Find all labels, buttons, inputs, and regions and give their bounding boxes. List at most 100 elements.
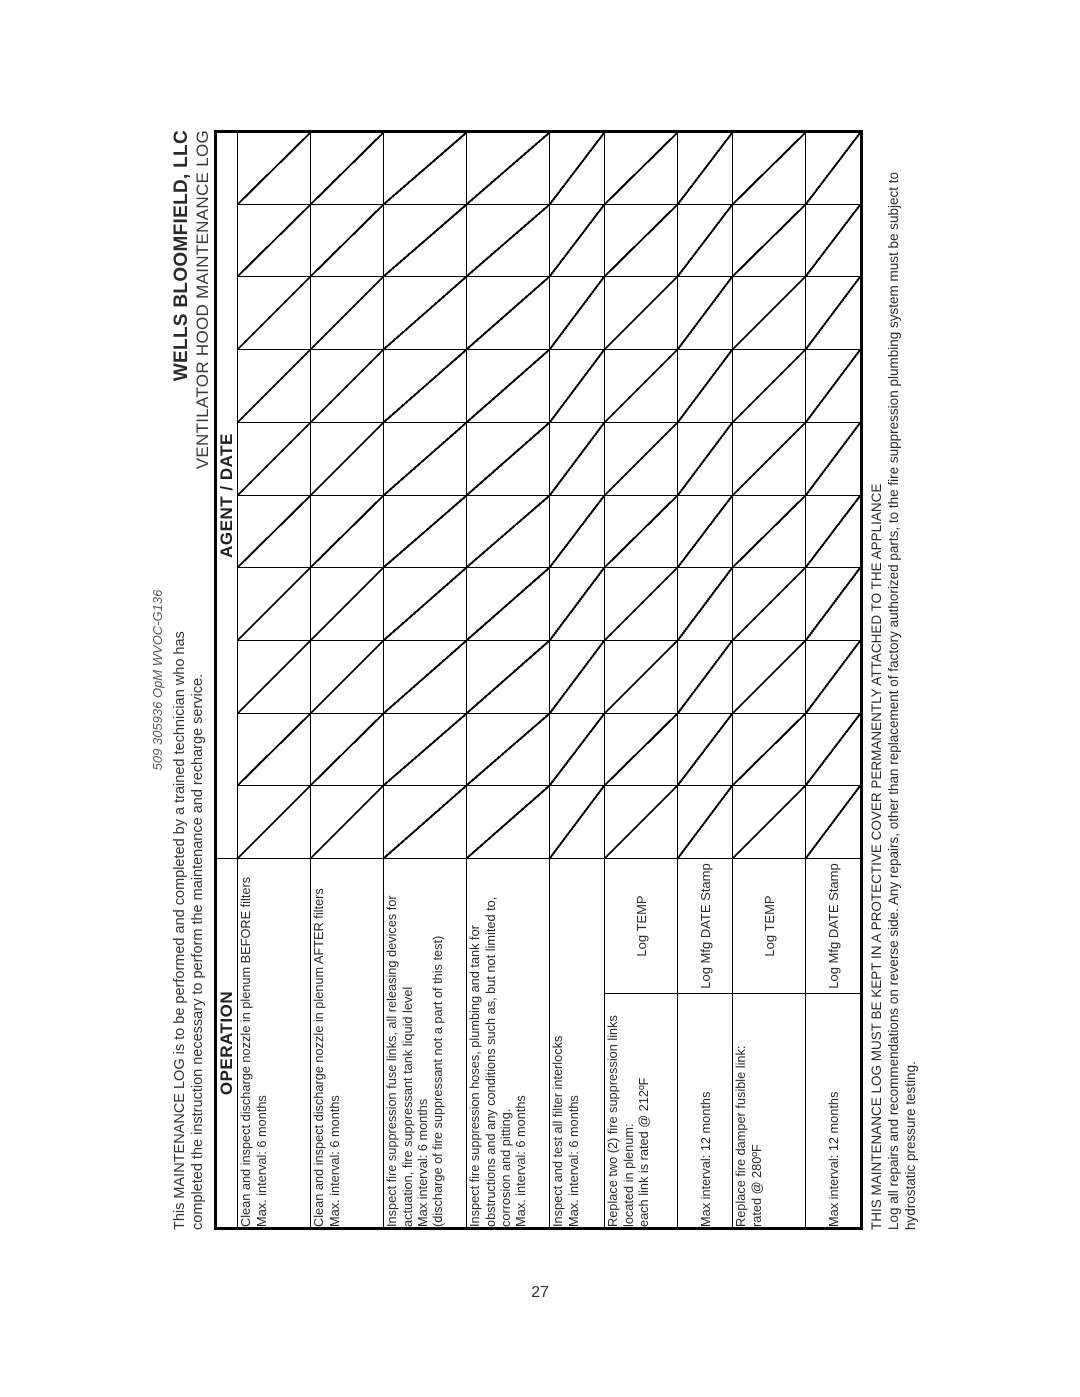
operation-cell: Replace two (2) fire suppression links l…: [605, 994, 678, 1229]
log-cell[interactable]: [467, 350, 550, 423]
log-cell[interactable]: [384, 568, 467, 641]
table-row: Inspect fire suppression hoses, plumbing…: [467, 132, 550, 1229]
log-cell[interactable]: [550, 640, 605, 713]
log-cell[interactable]: [806, 568, 862, 641]
log-cell[interactable]: [733, 495, 806, 568]
log-cell[interactable]: [384, 132, 467, 205]
log-cell[interactable]: [806, 495, 862, 568]
log-cell[interactable]: [238, 640, 311, 713]
log-cell[interactable]: [605, 422, 678, 495]
log-cell[interactable]: [806, 422, 862, 495]
log-cell[interactable]: [733, 568, 806, 641]
log-cell[interactable]: [605, 495, 678, 568]
log-cell[interactable]: [806, 350, 862, 423]
log-cell[interactable]: [467, 640, 550, 713]
log-cell[interactable]: [467, 568, 550, 641]
log-cell[interactable]: [733, 640, 806, 713]
log-cell[interactable]: [733, 422, 806, 495]
log-cell[interactable]: [467, 204, 550, 277]
log-cell[interactable]: [678, 422, 733, 495]
log-cell[interactable]: [384, 495, 467, 568]
log-cell[interactable]: [605, 786, 678, 859]
log-cell[interactable]: [238, 422, 311, 495]
log-cell[interactable]: [550, 713, 605, 786]
log-cell[interactable]: [311, 350, 384, 423]
log-cell[interactable]: [678, 568, 733, 641]
log-cell[interactable]: [806, 640, 862, 713]
log-cell[interactable]: [550, 350, 605, 423]
log-cell[interactable]: [605, 713, 678, 786]
log-cell[interactable]: [550, 786, 605, 859]
log-cell[interactable]: [384, 640, 467, 713]
log-cell[interactable]: [238, 713, 311, 786]
log-cell[interactable]: [238, 132, 311, 205]
intro-line-2: completed the instruction necessary to p…: [190, 674, 206, 1230]
log-cell[interactable]: [384, 422, 467, 495]
log-cell[interactable]: [550, 495, 605, 568]
log-cell[interactable]: [605, 640, 678, 713]
log-cell[interactable]: [311, 204, 384, 277]
log-cell[interactable]: [733, 786, 806, 859]
operation-cell: Inspect fire suppression hoses, plumbing…: [467, 859, 550, 1229]
log-cell[interactable]: [384, 277, 467, 350]
log-cell[interactable]: [678, 713, 733, 786]
log-cell[interactable]: [733, 350, 806, 423]
table-row: Inspect and test all filter interlocks M…: [550, 132, 605, 1229]
log-cell[interactable]: [605, 132, 678, 205]
log-cell[interactable]: [605, 204, 678, 277]
log-cell[interactable]: [311, 568, 384, 641]
log-cell[interactable]: [238, 204, 311, 277]
log-cell[interactable]: [550, 132, 605, 205]
log-cell[interactable]: [550, 277, 605, 350]
document-code: 509 305936 OpM WVOC-G136: [150, 130, 165, 1230]
log-cell[interactable]: [678, 277, 733, 350]
log-cell[interactable]: [384, 204, 467, 277]
page-number: 27: [0, 1284, 1080, 1302]
log-cell[interactable]: [678, 204, 733, 277]
operation-subcell: Log TEMP: [605, 859, 678, 994]
log-cell[interactable]: [384, 786, 467, 859]
log-cell[interactable]: [678, 132, 733, 205]
log-cell[interactable]: [550, 422, 605, 495]
log-cell[interactable]: [678, 350, 733, 423]
log-cell[interactable]: [467, 422, 550, 495]
log-cell[interactable]: [238, 786, 311, 859]
log-cell[interactable]: [733, 204, 806, 277]
log-cell[interactable]: [467, 786, 550, 859]
log-cell[interactable]: [238, 277, 311, 350]
table-row: Clean and inspect discharge nozzle in pl…: [311, 132, 384, 1229]
log-cell[interactable]: [550, 568, 605, 641]
log-cell[interactable]: [311, 786, 384, 859]
log-cell[interactable]: [467, 713, 550, 786]
log-cell[interactable]: [678, 495, 733, 568]
log-cell[interactable]: [806, 132, 862, 205]
log-subtitle: VENTILATOR HOOD MAINTENANCE LOG: [193, 130, 213, 469]
log-cell[interactable]: [311, 132, 384, 205]
log-cell[interactable]: [806, 204, 862, 277]
log-cell[interactable]: [238, 568, 311, 641]
log-cell[interactable]: [384, 713, 467, 786]
log-cell[interactable]: [238, 350, 311, 423]
log-cell[interactable]: [733, 132, 806, 205]
log-cell[interactable]: [311, 277, 384, 350]
log-cell[interactable]: [311, 713, 384, 786]
log-cell[interactable]: [806, 277, 862, 350]
log-cell[interactable]: [311, 495, 384, 568]
log-cell[interactable]: [238, 495, 311, 568]
log-cell[interactable]: [806, 713, 862, 786]
log-cell[interactable]: [605, 350, 678, 423]
log-cell[interactable]: [678, 640, 733, 713]
log-cell[interactable]: [550, 204, 605, 277]
log-cell[interactable]: [467, 277, 550, 350]
log-cell[interactable]: [384, 350, 467, 423]
log-cell[interactable]: [467, 132, 550, 205]
log-cell[interactable]: [311, 422, 384, 495]
log-cell[interactable]: [806, 786, 862, 859]
log-cell[interactable]: [678, 786, 733, 859]
log-cell[interactable]: [467, 495, 550, 568]
log-cell[interactable]: [605, 277, 678, 350]
log-cell[interactable]: [733, 713, 806, 786]
log-cell[interactable]: [733, 277, 806, 350]
log-cell[interactable]: [605, 568, 678, 641]
log-cell[interactable]: [311, 640, 384, 713]
